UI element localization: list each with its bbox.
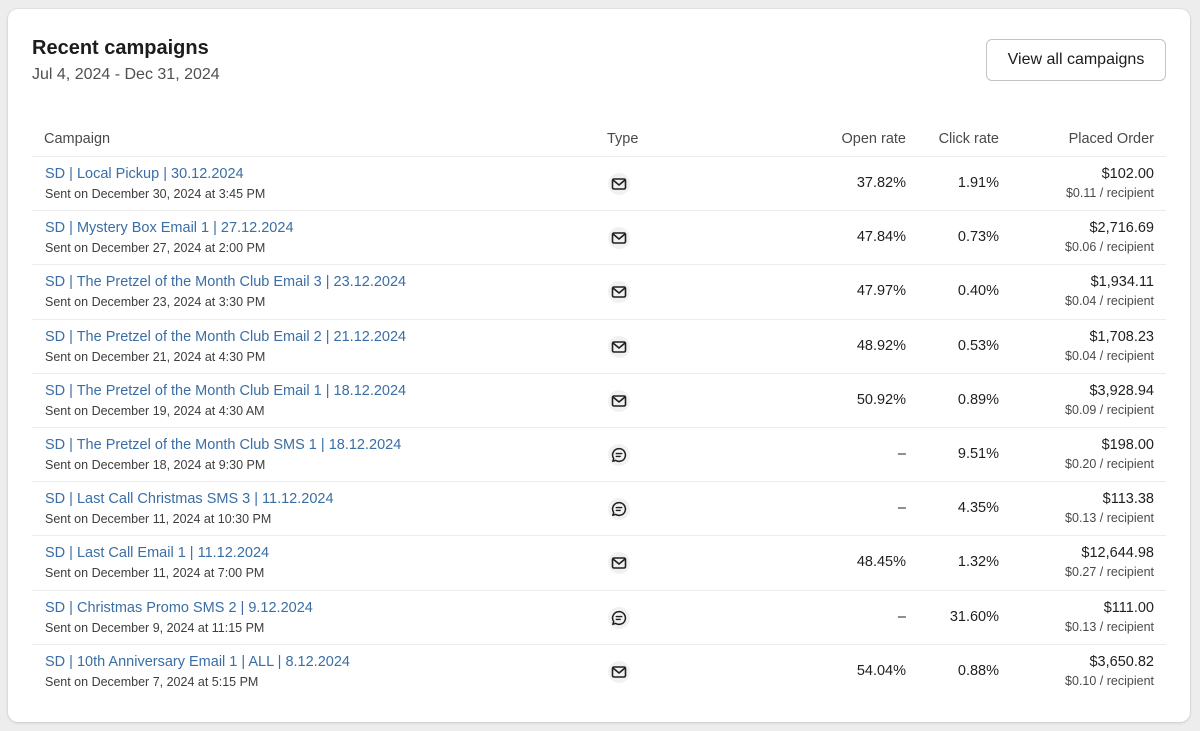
per-recipient-value: $0.13 / recipient	[1065, 619, 1154, 634]
email-icon	[608, 660, 630, 683]
table-row: SD | The Pretzel of the Month Club Email…	[32, 374, 1166, 428]
email-icon	[608, 173, 630, 195]
campaign-sent-date: Sent on December 23, 2024 at 3:30 PM	[45, 295, 266, 310]
campaign-name-link[interactable]: SD | 10th Anniversary Email 1 | ALL | 8.…	[45, 653, 350, 670]
click-rate-value: 0.73%	[957, 229, 999, 246]
table-row: SD | 10th Anniversary Email 1 | ALL | 8.…	[32, 645, 1166, 699]
campaign-name-link[interactable]: SD | Last Call Email 1 | 11.12.2024	[45, 545, 270, 562]
campaign-sent-date: Sent on December 7, 2024 at 5:15 PM	[45, 674, 259, 689]
click-rate-value: 31.60%	[949, 608, 999, 625]
column-header-placed-order: Placed Order	[1068, 131, 1154, 147]
table-row: SD | The Pretzel of the Month Club Email…	[32, 265, 1166, 320]
placed-order-value: $3,650.82	[1089, 653, 1154, 670]
column-header-campaign: Campaign	[44, 131, 111, 147]
open-rate-value: 48.92%	[856, 337, 906, 354]
campaign-sent-date: Sent on December 21, 2024 at 4:30 PM	[45, 349, 266, 364]
placed-order-value: $12,644.98	[1081, 545, 1154, 562]
click-rate-value: 1.32%	[957, 554, 999, 571]
email-icon	[608, 552, 630, 575]
per-recipient-value: $0.04 / recipient	[1065, 294, 1154, 309]
date-range: Jul 4, 2024 - Dec 31, 2024	[32, 66, 220, 83]
campaign-name-link[interactable]: SD | Mystery Box Email 1 | 27.12.2024	[45, 220, 294, 237]
email-icon	[608, 281, 630, 304]
per-recipient-value: $0.11 / recipient	[1065, 186, 1154, 200]
view-all-campaigns-button[interactable]: View all campaigns	[986, 39, 1166, 81]
open-rate-value: 50.92%	[856, 391, 906, 408]
open-rate-value: 47.97%	[856, 283, 906, 300]
campaign-name-link[interactable]: SD | Last Call Christmas SMS 3 | 11.12.2…	[45, 491, 334, 508]
click-rate-value: 0.88%	[957, 662, 999, 679]
table-row: SD | Last Call Email 1 | 11.12.2024 Sent…	[32, 536, 1166, 591]
campaign-sent-date: Sent on December 18, 2024 at 9:30 PM	[45, 457, 266, 472]
campaign-sent-date: Sent on December 11, 2024 at 7:00 PM	[45, 566, 265, 581]
open-rate-value: 48.45%	[856, 554, 906, 571]
click-rate-value: 4.35%	[957, 500, 999, 517]
placed-order-value: $1,708.23	[1089, 328, 1154, 345]
placed-order-value: $1,934.11	[1090, 274, 1154, 291]
campaign-name-link[interactable]: SD | Local Pickup | 30.12.2024	[45, 166, 244, 182]
per-recipient-value: $0.04 / recipient	[1065, 348, 1154, 363]
recent-campaigns-card: Recent campaigns Jul 4, 2024 - Dec 31, 2…	[8, 9, 1190, 722]
column-header-open-rate: Open rate	[841, 131, 907, 147]
table-row: SD | Last Call Christmas SMS 3 | 11.12.2…	[32, 482, 1166, 537]
campaign-table-body: SD | Local Pickup | 30.12.2024 Sent on D…	[32, 157, 1166, 699]
open-rate-value: 54.04%	[856, 662, 906, 679]
placed-order-value: $2,716.69	[1089, 220, 1154, 237]
campaign-name-link[interactable]: SD | The Pretzel of the Month Club Email…	[45, 382, 407, 399]
click-rate-value: 9.51%	[957, 445, 999, 462]
email-icon	[608, 227, 630, 250]
per-recipient-value: $0.27 / recipient	[1065, 565, 1154, 580]
email-icon	[608, 389, 630, 412]
placed-order-value: $113.38	[1102, 491, 1154, 508]
column-header-click-rate: Click rate	[938, 131, 999, 147]
card-title: Recent campaigns	[32, 37, 209, 59]
email-icon	[608, 335, 630, 358]
open-rate-value: 47.84%	[856, 229, 906, 246]
table-row: SD | Christmas Promo SMS 2 | 9.12.2024 S…	[32, 591, 1166, 645]
campaign-name-link[interactable]: SD | The Pretzel of the Month Club SMS 1…	[45, 436, 402, 453]
placed-order-value: $3,928.94	[1089, 382, 1154, 399]
click-rate-value: 0.40%	[957, 283, 999, 300]
placed-order-value: $198.00	[1101, 436, 1154, 453]
open-rate-value: 37.82%	[856, 175, 906, 191]
placed-order-value: $102.00	[1101, 166, 1154, 182]
click-rate-value: 1.91%	[957, 175, 999, 191]
per-recipient-value: $0.09 / recipient	[1065, 402, 1154, 417]
per-recipient-value: $0.06 / recipient	[1065, 240, 1154, 255]
per-recipient-value: $0.10 / recipient	[1065, 673, 1154, 688]
sms-icon	[608, 498, 630, 521]
campaign-name-link[interactable]: SD | The Pretzel of the Month Club Email…	[45, 274, 407, 291]
click-rate-value: 0.89%	[957, 391, 999, 408]
open-rate-value: –	[897, 500, 906, 517]
campaign-sent-date: Sent on December 11, 2024 at 10:30 PM	[45, 512, 272, 527]
click-rate-value: 0.53%	[957, 337, 999, 354]
campaign-name-link[interactable]: SD | The Pretzel of the Month Club Email…	[45, 328, 407, 345]
sms-icon	[608, 443, 630, 466]
table-row: SD | Local Pickup | 30.12.2024 Sent on D…	[32, 157, 1166, 212]
per-recipient-value: $0.13 / recipient	[1065, 511, 1154, 526]
campaign-sent-date: Sent on December 9, 2024 at 11:15 PM	[45, 620, 265, 635]
sms-icon	[608, 606, 630, 629]
placed-order-value: $111.00	[1103, 599, 1154, 616]
table-header: Campaign Type Open rate Click rate Place…	[32, 121, 1166, 157]
table-row: SD | The Pretzel of the Month Club Email…	[32, 320, 1166, 374]
campaign-sent-date: Sent on December 30, 2024 at 3:45 PM	[45, 187, 266, 201]
per-recipient-value: $0.20 / recipient	[1065, 456, 1154, 471]
open-rate-value: –	[897, 445, 906, 462]
campaign-sent-date: Sent on December 27, 2024 at 2:00 PM	[45, 241, 266, 256]
table-row: SD | The Pretzel of the Month Club SMS 1…	[32, 428, 1166, 483]
table-row: SD | Mystery Box Email 1 | 27.12.2024 Se…	[32, 211, 1166, 266]
campaign-name-link[interactable]: SD | Christmas Promo SMS 2 | 9.12.2024	[45, 599, 313, 616]
open-rate-value: –	[897, 608, 906, 625]
campaign-sent-date: Sent on December 19, 2024 at 4:30 AM	[45, 403, 265, 418]
column-header-type: Type	[607, 131, 639, 147]
